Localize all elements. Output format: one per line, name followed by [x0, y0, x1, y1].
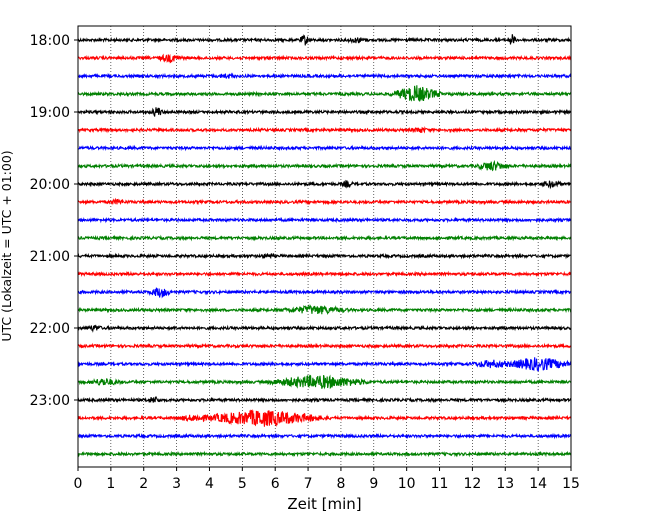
- trace-line: [77, 234, 572, 242]
- trace-line: [77, 342, 572, 350]
- x-axis-ticks: 0 1 2 3 4 5 6 7 8 9 10 11 12 13 14 15: [74, 467, 580, 492]
- trace-line: [77, 72, 572, 80]
- trace-line: [77, 159, 572, 172]
- trace-line: [77, 179, 572, 190]
- trace-line: [77, 252, 572, 260]
- y-tick-label: 19:00: [30, 105, 70, 121]
- x-tick-label: 1: [106, 476, 115, 492]
- x-tick-label: 11: [431, 476, 449, 492]
- x-tick-label: 6: [271, 476, 280, 492]
- plot-frame: [77, 25, 572, 468]
- trace-line: [77, 303, 572, 315]
- y-tick-label: 20:00: [30, 177, 70, 193]
- trace-line: [77, 324, 572, 333]
- y-axis-ticks: 18:00 19:00 20:00 21:00 22:00 23:00: [30, 33, 78, 409]
- x-tick-label: 9: [369, 476, 378, 492]
- trace-line: [77, 357, 572, 372]
- trace-line: [77, 432, 572, 440]
- trace-line: [77, 107, 572, 117]
- trace-line: [77, 85, 572, 102]
- trace-line: [77, 270, 572, 278]
- x-tick-label: 5: [238, 476, 247, 492]
- x-tick-label: 10: [398, 476, 416, 492]
- trace-line: [77, 126, 572, 134]
- x-tick-label: 7: [304, 476, 313, 492]
- trace-lines: [77, 34, 572, 458]
- x-tick-label: 13: [496, 476, 514, 492]
- x-tick-label: 8: [336, 476, 345, 492]
- trace-line: [77, 144, 572, 152]
- trace-line: [77, 34, 572, 46]
- x-axis-label: Zeit [min]: [287, 495, 361, 513]
- trace-line: [77, 374, 572, 390]
- x-tick-label: 3: [172, 476, 181, 492]
- x-tick-label: 14: [529, 476, 547, 492]
- trace-line: [77, 53, 572, 64]
- x-tick-label: 0: [74, 476, 83, 492]
- y-tick-label: 18:00: [30, 33, 70, 49]
- trace-line: [77, 450, 572, 458]
- trace-line: [77, 395, 572, 404]
- trace-line: [77, 287, 572, 299]
- trace-line: [77, 197, 572, 206]
- y-axis-label: UTC (Lokalzeit = UTC + 01:00): [0, 150, 14, 341]
- x-tick-label: 4: [205, 476, 214, 492]
- trace-line: [77, 409, 572, 428]
- trace-line: [77, 216, 572, 224]
- x-tick-label: 2: [139, 476, 148, 492]
- y-tick-label: 22:00: [30, 321, 70, 337]
- y-tick-label: 21:00: [30, 249, 70, 265]
- x-tick-label: 15: [562, 476, 580, 492]
- x-tick-label: 12: [463, 476, 481, 492]
- y-tick-label: 23:00: [30, 393, 70, 409]
